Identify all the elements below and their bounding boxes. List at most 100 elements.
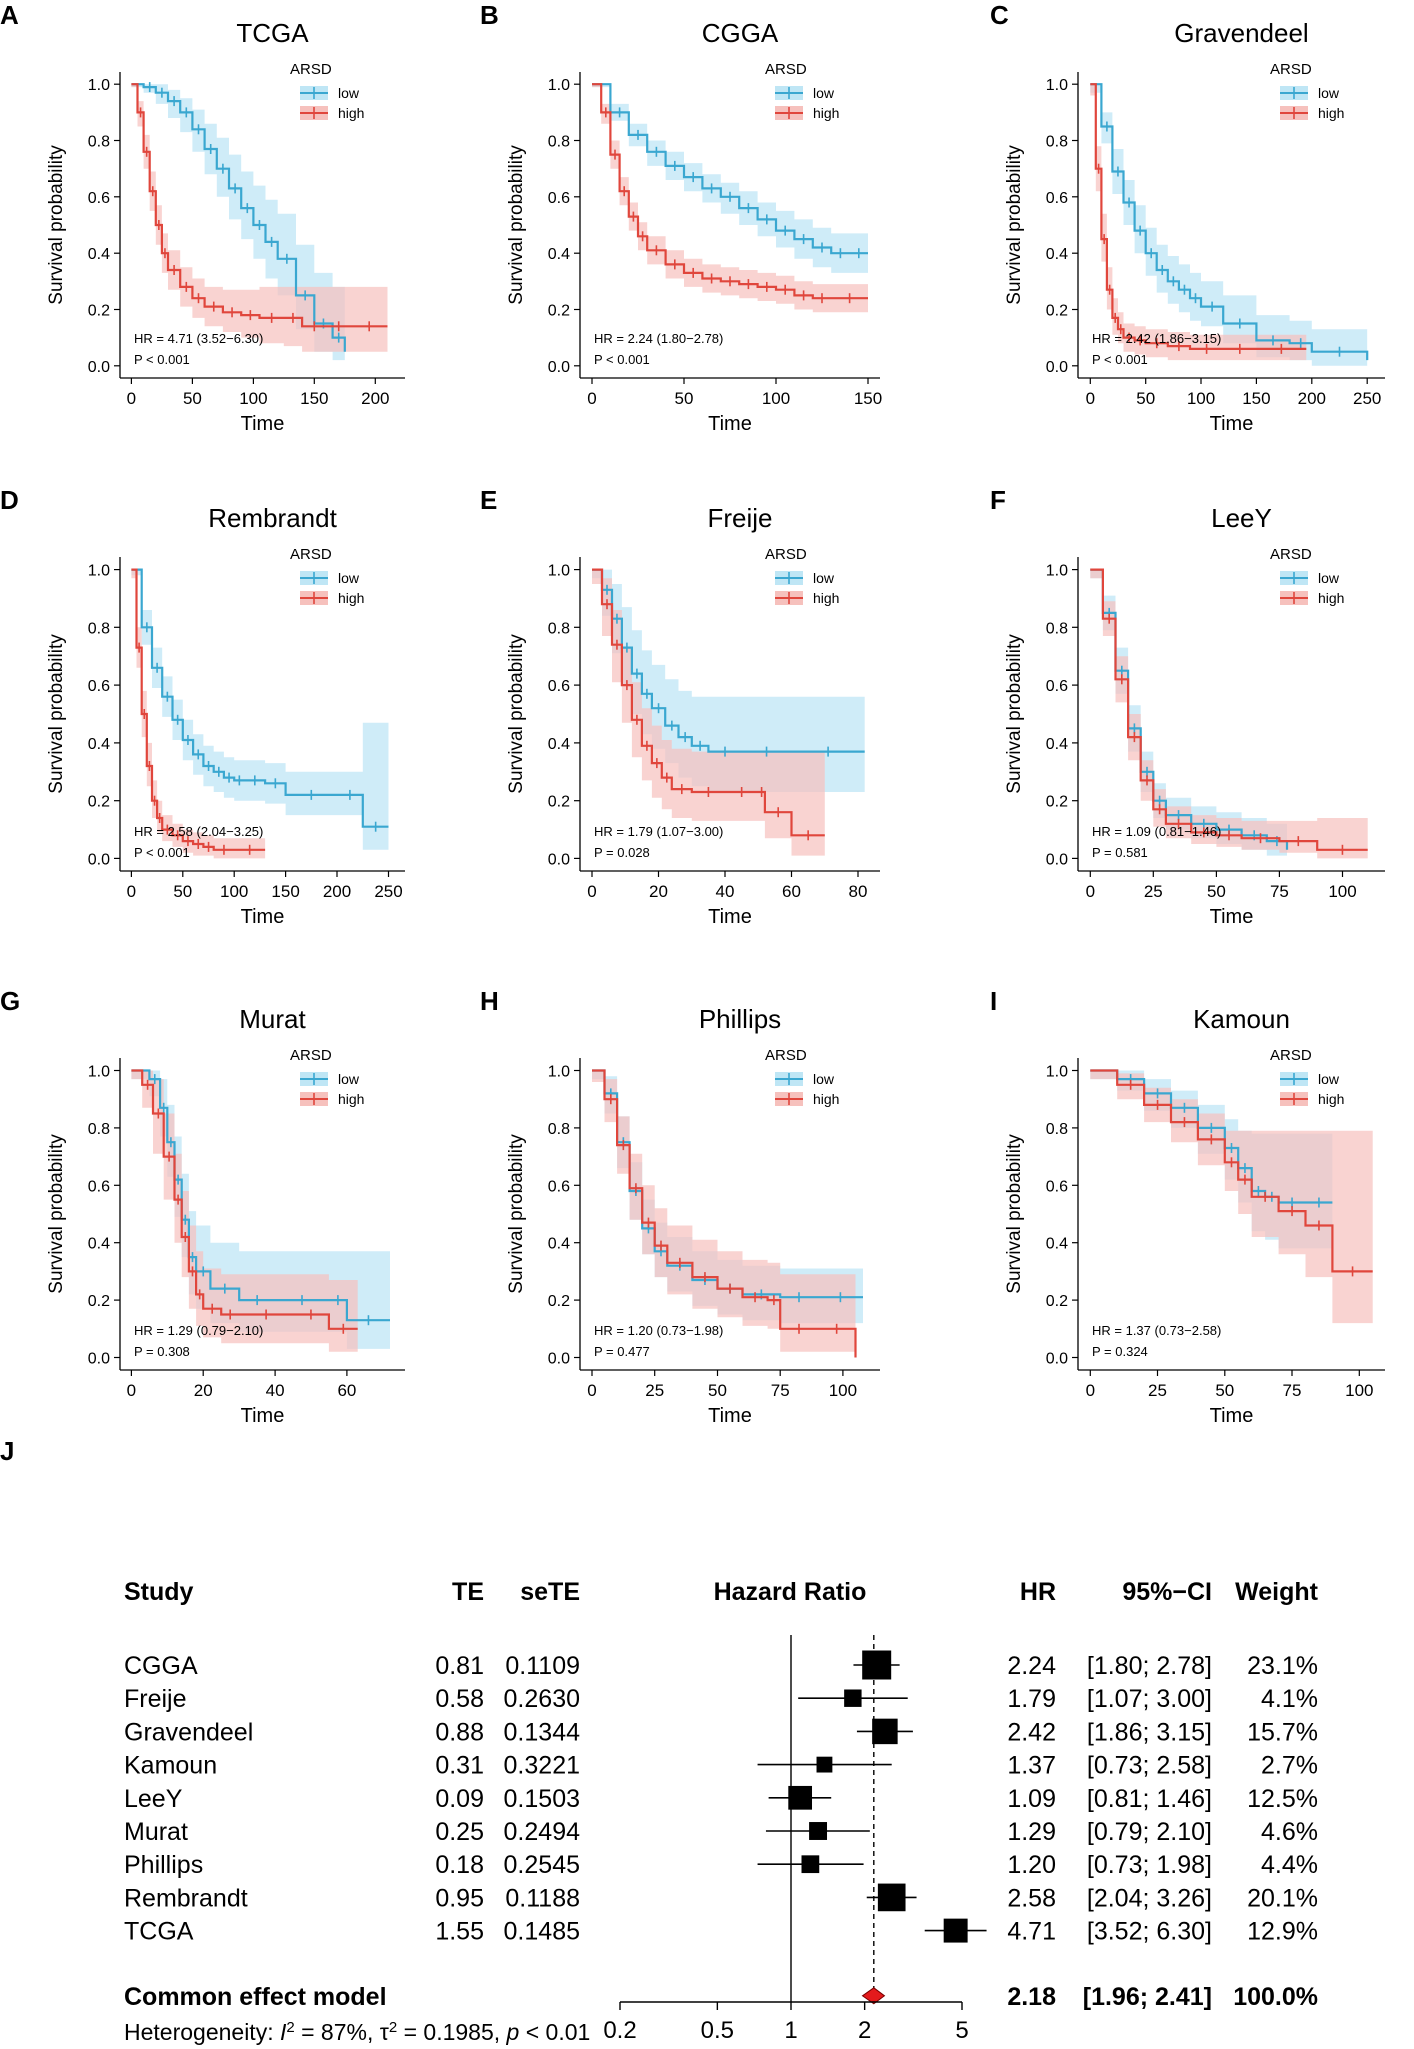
ci-band-high [592, 84, 868, 313]
y-tick-label: 0.8 [548, 620, 570, 637]
te-value: 1.55 [435, 1918, 484, 1946]
te-value: 0.25 [435, 1818, 484, 1846]
study-name: TCGA [124, 1918, 194, 1946]
km-curve-high [1090, 568, 1368, 851]
x-tick-label: 100 [1187, 389, 1215, 408]
forest-row: Freije 0.58 0.2630 1.79 [1.07; 3.00] 4.1% [124, 1685, 1318, 1713]
panel-label: J [0, 1436, 14, 1466]
x-tick-label: 60 [337, 1381, 356, 1400]
x-tick-label: 25 [1144, 882, 1163, 901]
chart-title: Kamoun [1193, 1004, 1290, 1034]
column-header-te: TE [452, 1578, 484, 1606]
x-tick-label: 50 [675, 389, 694, 408]
y-tick-label: 0.4 [1046, 246, 1068, 263]
summary-label: Common effect model [124, 1983, 387, 2011]
legend-entry-high: high [813, 105, 839, 121]
ci-band-low [592, 84, 868, 273]
p-value-annotation: P < 0.001 [134, 845, 190, 860]
km-panel-e: E Freije 0.0 0.2 0.4 0.6 0.8 1.0 0 20 40 60 80 Time Su… [480, 485, 880, 928]
km-panel-a: A TCGA 0.0 0.2 0.4 0.6 0.8 1.0 0 50 100 150 200 Time S… [0, 0, 405, 435]
superscript: 2 [286, 2018, 294, 2035]
forest-x-tick-label: 1 [784, 2017, 797, 2044]
legend-entry-low: low [1318, 85, 1340, 101]
y-axis-title: Survival probability [506, 1134, 527, 1294]
te-value: 0.81 [435, 1652, 484, 1680]
y-tick-label: 0.8 [88, 620, 110, 637]
x-tick-label: 60 [782, 882, 801, 901]
x-tick-label: 0 [127, 1381, 136, 1400]
x-tick-label: 50 [173, 882, 192, 901]
hr-square-marker [877, 1883, 906, 1912]
y-tick-label: 0.0 [548, 359, 570, 376]
y-tick-label: 0.6 [88, 678, 110, 695]
x-axis-title: Time [1210, 413, 1254, 435]
panel-label: H [480, 986, 499, 1016]
legend-title: ARSD [290, 546, 332, 563]
sete-value: 0.1188 [505, 1884, 580, 1912]
forest-x-tick-label: 0.2 [603, 2017, 636, 2044]
y-tick-label: 0.0 [1046, 1351, 1068, 1368]
x-tick-label: 0 [127, 389, 136, 408]
hr-annotation: HR = 4.71 (3.52−6.30) [134, 331, 263, 346]
y-tick-label: 1.0 [1046, 1064, 1068, 1081]
ci-band-low [1090, 84, 1368, 366]
chart-title: CGGA [702, 18, 779, 48]
ci-value: [0.79; 2.10] [1087, 1818, 1212, 1846]
hr-square-marker [844, 1689, 862, 1707]
x-tick-label: 50 [183, 389, 202, 408]
km-curve-high [1090, 83, 1307, 350]
legend-entry-low: low [1318, 1071, 1340, 1087]
km-panel-d: D Rembrandt 0.0 0.2 0.4 0.6 0.8 1.0 0 50 100 150 200… [0, 485, 405, 928]
p-value-annotation: P = 0.324 [1092, 1344, 1148, 1359]
ci-band-high [592, 1070, 856, 1358]
hr-annotation: HR = 1.20 (0.73−1.98) [594, 1323, 723, 1338]
x-tick-label: 0 [1086, 1381, 1095, 1400]
sete-value: 0.1344 [504, 1718, 581, 1746]
legend-title: ARSD [765, 1047, 807, 1064]
ci-band-high [131, 1070, 358, 1352]
x-tick-label: 150 [271, 882, 299, 901]
chart-title: TCGA [236, 18, 309, 48]
forest-x-tick-label: 0.5 [701, 2017, 734, 2044]
study-name: CGGA [124, 1652, 198, 1680]
y-axis-title: Survival probability [1004, 634, 1025, 794]
y-axis-title: Survival probability [506, 145, 527, 305]
p-value-annotation: P < 0.001 [134, 352, 190, 367]
ci-value: [3.52; 6.30] [1087, 1918, 1212, 1946]
p-symbol: p [506, 2019, 520, 2045]
sete-value: 0.2494 [504, 1818, 581, 1846]
y-tick-label: 0.6 [548, 678, 570, 695]
chart-title: Freije [707, 503, 772, 533]
x-tick-label: 0 [1086, 882, 1095, 901]
legend-title: ARSD [290, 1047, 332, 1064]
x-tick-label: 50 [1207, 882, 1226, 901]
panel-label: D [0, 485, 19, 515]
legend-title: ARSD [1270, 61, 1312, 78]
legend-entry-high: high [1318, 1091, 1344, 1107]
x-tick-label: 100 [1328, 882, 1356, 901]
y-tick-label: 0.6 [548, 1178, 570, 1195]
y-tick-label: 0.2 [88, 1293, 110, 1310]
heterogeneity-text: Heterogeneity: I2 = 87%, τ2 = 0.1985, p … [124, 2018, 590, 2045]
x-tick-label: 150 [854, 389, 882, 408]
panel-label: G [0, 986, 20, 1016]
y-tick-label: 0.2 [1046, 794, 1068, 811]
forest-row: Kamoun 0.31 0.3221 1.37 [0.73; 2.58] 2.7% [124, 1752, 1318, 1780]
legend-entry-low: low [338, 570, 360, 586]
ci-band-high [131, 84, 388, 352]
y-tick-label: 0.8 [548, 134, 570, 151]
p-value-annotation: P = 0.308 [134, 1344, 190, 1359]
p-value-annotation: P = 0.581 [1092, 845, 1148, 860]
forest-row: TCGA 1.55 0.1485 4.71 [3.52; 6.30] 12.9% [124, 1918, 1318, 1946]
weight-value: 4.6% [1261, 1818, 1318, 1846]
x-tick-label: 75 [1270, 882, 1289, 901]
y-tick-label: 0.6 [1046, 678, 1068, 695]
panel-label: F [990, 485, 1006, 515]
x-tick-label: 0 [1086, 389, 1095, 408]
y-tick-label: 0.2 [548, 303, 570, 320]
hr-value: 2.58 [1007, 1884, 1056, 1912]
y-tick-label: 0.0 [88, 851, 110, 868]
weight-value: 2.7% [1261, 1752, 1318, 1780]
x-tick-label: 100 [220, 882, 248, 901]
y-tick-label: 0.6 [1046, 1178, 1068, 1195]
